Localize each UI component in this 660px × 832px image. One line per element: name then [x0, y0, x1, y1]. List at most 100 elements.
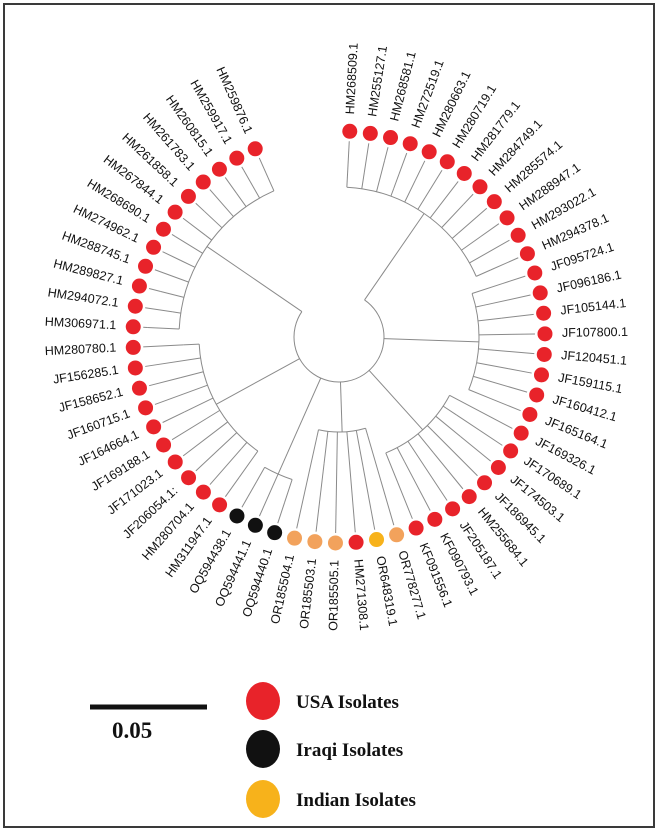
figure-frame [3, 3, 655, 828]
leaf-branch [149, 377, 181, 387]
leaf-branch [241, 442, 248, 449]
leaf-branch [432, 452, 464, 490]
legend-item-indian: Indian Isolates [246, 780, 416, 818]
leaf-branch [258, 473, 279, 517]
leaf-branch [417, 169, 443, 210]
tip-marker-usa [510, 227, 526, 243]
legend-usa-label: USA Isolates [296, 692, 399, 713]
tip-marker-usa [439, 154, 455, 170]
tip-marker-iraqi [267, 525, 283, 541]
tip-marker-usa [537, 326, 553, 342]
leaf-branch [241, 480, 258, 508]
tip-marker-usa [477, 475, 493, 491]
leaf-branch [451, 232, 459, 239]
tree-branches [143, 141, 535, 533]
tip-marker-usa [456, 165, 472, 181]
tip-marker-usa [212, 497, 228, 513]
internal-branch [368, 370, 424, 431]
leaf-branch [480, 378, 528, 393]
leaf-branch [390, 188, 395, 197]
internal-branch [364, 213, 425, 301]
tip-marker-usa [527, 265, 543, 281]
leaf-branch [461, 235, 482, 251]
leaf-branch [205, 234, 213, 241]
tip-marker-usa [348, 534, 364, 550]
tip-marker-usa [421, 144, 437, 160]
leaf-branch [195, 202, 205, 212]
scale-bar-label: 0.05 [112, 718, 152, 743]
leaf-branch [205, 409, 221, 420]
leaf-branch [404, 461, 431, 511]
tip-marker-usa [127, 298, 143, 314]
tip-label: JF159115.1 [557, 370, 624, 396]
leaf-branch [478, 317, 502, 322]
tip-marker-usa [127, 360, 143, 376]
tip-marker-usa [131, 278, 147, 294]
tip-marker-usa [125, 339, 141, 355]
tip-marker-usa [503, 443, 519, 459]
leaf-branch [209, 189, 234, 217]
leaf-branch [256, 467, 266, 482]
leaf-branch [162, 251, 181, 261]
leaf-branch [182, 217, 206, 236]
leaf-branch [147, 326, 180, 330]
tip-marker-usa [131, 380, 147, 396]
leaf-branch [154, 387, 201, 405]
leaf-branch [490, 398, 521, 412]
leaf-branch [204, 211, 223, 229]
tip-marker-usa [522, 406, 538, 422]
leaf-branch [360, 453, 376, 530]
leaf-branch [180, 371, 204, 379]
tip-marker-usa [472, 179, 488, 195]
tip-label: OR185504.1 [268, 553, 297, 625]
leaf-branch [376, 160, 386, 192]
tip-label: OR185503.1 [297, 558, 319, 630]
tip-label: HM255127.1 [365, 45, 390, 118]
tip-label: OR185505.1 [326, 560, 341, 631]
leaf-branch [483, 294, 531, 306]
internal-branch [339, 381, 343, 432]
leaf-branch [160, 290, 185, 298]
tip-marker-usa [211, 161, 227, 177]
leaf-branch [346, 141, 350, 188]
leaf-branch [490, 257, 519, 271]
leaf-branch [241, 166, 245, 171]
tip-marker-usa [138, 258, 154, 274]
legend-iraqi-label: Iraqi Isolates [296, 740, 403, 761]
tip-marker-usa [146, 419, 162, 435]
clade-arc [468, 293, 480, 390]
leaf-branch [478, 348, 495, 351]
tip-marker-iraqi [247, 517, 263, 533]
tip-marker-usa [342, 123, 358, 139]
legend-item-usa: USA Isolates [246, 682, 399, 720]
tip-marker-indian_light [307, 534, 323, 550]
leaf-branch [457, 207, 488, 234]
tip-marker-usa [138, 400, 154, 416]
tip-marker-usa [461, 489, 477, 505]
tip-label: HM280780.1 [44, 341, 116, 359]
leaf-branch [426, 425, 434, 432]
tip-label: HM271308.1 [351, 559, 371, 632]
tip-marker-usa [486, 194, 502, 210]
tip-label: JF120451.1 [561, 348, 628, 368]
leaf-branch [441, 203, 464, 228]
tip-marker-usa [408, 520, 424, 536]
leaf-branch [501, 313, 534, 319]
leaf-branch [270, 183, 275, 192]
leaf-branch [475, 269, 492, 277]
leaf-branch [162, 411, 185, 423]
leaf-branch [385, 452, 399, 483]
leaf-branch [502, 275, 526, 285]
leaf-branch [145, 307, 173, 313]
leaf-branch [335, 447, 338, 533]
internal-branch [383, 338, 479, 343]
leaf-branch [449, 394, 513, 429]
leaf-branch [469, 239, 510, 264]
tip-label: HM306971.1 [44, 315, 116, 333]
tip-label: HM268509.1 [343, 42, 361, 114]
leaf-branch [404, 180, 416, 203]
tip-marker-usa [513, 425, 529, 441]
leaf-branch [442, 405, 457, 416]
leaf-branch [323, 431, 329, 464]
leaf-branch [182, 421, 229, 457]
